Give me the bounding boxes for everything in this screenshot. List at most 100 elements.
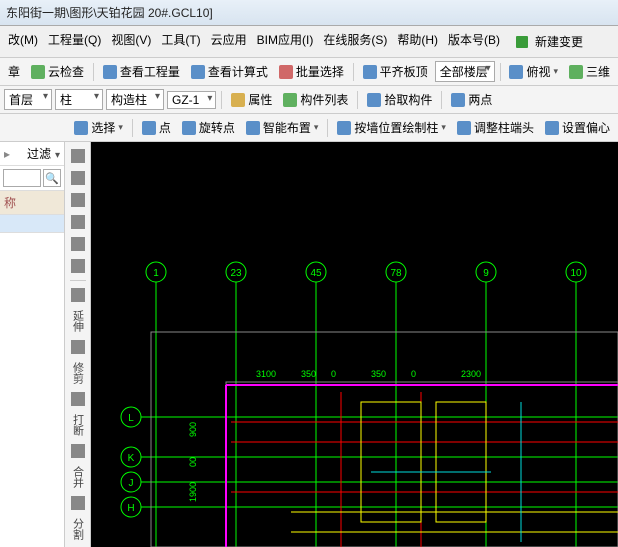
search-button[interactable]: 🔍 (43, 169, 61, 187)
search-input[interactable] (3, 169, 41, 187)
filter-row[interactable]: ▸过滤 (0, 142, 64, 166)
tb-offset[interactable]: 设置偏心 (541, 117, 614, 138)
break-icon (71, 392, 85, 406)
svg-text:1900: 1900 (188, 482, 198, 502)
vbtn-split[interactable]: 分割 (70, 515, 86, 543)
split-icon (71, 496, 85, 510)
tb-component-list[interactable]: 构件列表 (279, 89, 352, 110)
svg-text:900: 900 (188, 422, 198, 437)
list-icon (283, 93, 297, 107)
tool-icon (71, 259, 85, 273)
vbtn-2[interactable] (68, 168, 88, 188)
svg-text:2300: 2300 (461, 369, 481, 379)
separator (357, 91, 358, 109)
menu-tools[interactable]: 工具(T) (157, 29, 204, 54)
line-icon (451, 93, 465, 107)
dd-type[interactable]: 柱 (55, 89, 103, 110)
tb-align-top[interactable]: 平齐板顶 (359, 61, 432, 82)
tool-icon (71, 171, 85, 185)
svg-text:0: 0 (411, 369, 416, 379)
extend-icon (71, 288, 85, 302)
cloud-icon (31, 65, 45, 79)
dd-floor[interactable]: 首层 (4, 89, 52, 110)
menu-quantity[interactable]: 工程量(Q) (44, 29, 105, 54)
vbtn-trim[interactable]: 修剪 (70, 359, 86, 387)
vbtn-merge-icon[interactable] (68, 441, 88, 461)
tb-point[interactable]: 点 (138, 117, 175, 138)
tb-view-formula[interactable]: 查看计算式 (187, 61, 272, 82)
vbtn-extend-icon[interactable] (68, 285, 88, 305)
search-row: 🔍 (0, 166, 64, 191)
separator (221, 91, 222, 109)
tb-pick[interactable]: 拾取构件 (363, 89, 436, 110)
tb-select[interactable]: 选择▾ (70, 117, 127, 138)
floor-select[interactable]: 全部楼层 (435, 61, 495, 82)
svg-text:J: J (129, 478, 134, 489)
vertical-toolbar: 延伸 修剪 打断 合并 分割 (65, 142, 91, 547)
grid-top: 1 23 45 78 9 10 (146, 262, 586, 547)
tb-rotate[interactable]: 旋转点 (178, 117, 239, 138)
toolbar-main: 章 云检查 查看工程量 查看计算式 批量选择 平齐板顶 全部楼层 俯视▾ 三维 (0, 58, 618, 86)
name-header: 称 (0, 191, 64, 215)
vbtn-1[interactable] (68, 146, 88, 166)
svg-text:3100: 3100 (256, 369, 276, 379)
svg-text:00: 00 (188, 457, 198, 467)
svg-text:K: K (128, 453, 135, 464)
formula-icon (191, 65, 205, 79)
tb-batch-select[interactable]: 批量选择 (275, 61, 348, 82)
vbtn-4[interactable] (68, 212, 88, 232)
offset-icon (545, 121, 559, 135)
svg-text:350: 350 (371, 369, 386, 379)
tb-smart[interactable]: 智能布置▾ (242, 117, 323, 138)
title-bar: 东阳街一期\图形\天铂花园 20#.GCL10] (0, 0, 618, 26)
svg-text:0: 0 (331, 369, 336, 379)
new-change-button[interactable]: 新建变更 (512, 29, 591, 54)
smart-icon (246, 121, 260, 135)
tb-property[interactable]: 属性 (227, 89, 276, 110)
vbtn-merge[interactable]: 合并 (70, 463, 86, 491)
vbtn-break[interactable]: 打断 (70, 411, 86, 439)
dd-name[interactable]: GZ-1 (167, 91, 216, 109)
dd-subtype[interactable]: 构造柱 (106, 89, 164, 110)
menu-bar: 改(M) 工程量(Q) 视图(V) 工具(T) 云应用 BIM应用(I) 在线服… (0, 26, 618, 58)
menu-version[interactable]: 版本号(B) (444, 29, 504, 54)
tb-two-point[interactable]: 两点 (447, 89, 496, 110)
svg-text:9: 9 (483, 268, 489, 279)
menu-view[interactable]: 视图(V) (107, 29, 155, 54)
vbtn-extend[interactable]: 延伸 (70, 307, 86, 335)
vbtn-break-icon[interactable] (68, 389, 88, 409)
point-icon (142, 121, 156, 135)
vbtn-6[interactable] (68, 256, 88, 276)
tb-3d[interactable]: 三维 (565, 61, 614, 82)
tb-view-quantity[interactable]: 查看工程量 (99, 61, 184, 82)
cad-canvas[interactable]: 1 23 45 78 9 10 L K J H (91, 142, 618, 547)
tb-draw-by-wall[interactable]: 按墙位置绘制柱▾ (333, 117, 450, 138)
menu-online[interactable]: 在线服务(S) (319, 29, 391, 54)
separator (93, 63, 94, 81)
trim-icon (71, 340, 85, 354)
tool-icon (71, 193, 85, 207)
align-icon (363, 65, 377, 79)
tb-top-view[interactable]: 俯视▾ (505, 61, 562, 82)
tb-adjust-end[interactable]: 调整柱端头 (453, 117, 538, 138)
adjust-icon (457, 121, 471, 135)
rotate-icon (182, 121, 196, 135)
tb-chapter[interactable]: 章 (4, 61, 24, 82)
vbtn-split-icon[interactable] (68, 493, 88, 513)
menu-modify[interactable]: 改(M) (4, 29, 42, 54)
sidebar: ▸过滤 🔍 称 (0, 142, 65, 547)
toolbar-component: 首层 柱 构造柱 GZ-1 属性 构件列表 拾取构件 两点 (0, 86, 618, 114)
separator (70, 280, 86, 281)
selected-row[interactable] (0, 215, 64, 233)
tb-cloud-check[interactable]: 云检查 (27, 61, 88, 82)
menu-cloud[interactable]: 云应用 (207, 29, 251, 54)
menu-bim[interactable]: BIM应用(I) (253, 29, 318, 54)
vbtn-5[interactable] (68, 234, 88, 254)
pick-icon (367, 93, 381, 107)
separator (132, 119, 133, 137)
menu-help[interactable]: 帮助(H) (393, 29, 442, 54)
svg-text:H: H (127, 503, 134, 514)
vbtn-trim-icon[interactable] (68, 337, 88, 357)
vbtn-3[interactable] (68, 190, 88, 210)
separator (353, 63, 354, 81)
